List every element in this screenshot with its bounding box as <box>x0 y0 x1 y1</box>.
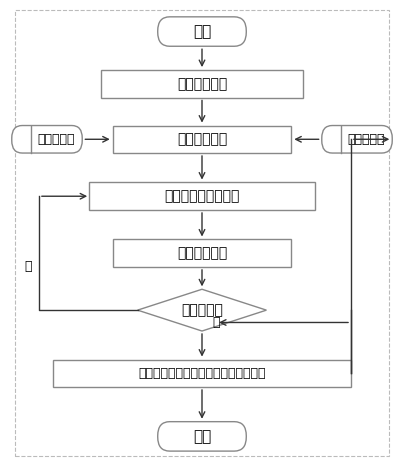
Text: 选择故障征兆: 选择故障征兆 <box>177 77 227 91</box>
FancyBboxPatch shape <box>114 126 290 153</box>
Text: 根据故障级别和描述给出维修更换建议: 根据故障级别和描述给出维修更换建议 <box>138 367 266 380</box>
FancyBboxPatch shape <box>101 70 303 98</box>
Text: 否: 否 <box>24 260 32 273</box>
FancyBboxPatch shape <box>158 422 246 451</box>
FancyBboxPatch shape <box>89 182 315 210</box>
FancyBboxPatch shape <box>53 359 351 387</box>
Text: 排故完成？: 排故完成？ <box>181 303 223 317</box>
FancyBboxPatch shape <box>322 126 392 153</box>
Polygon shape <box>138 289 266 331</box>
Text: 测试性模型: 测试性模型 <box>38 133 75 146</box>
Text: 计算下一步最优测试: 计算下一步最优测试 <box>164 189 240 203</box>
Text: 开始: 开始 <box>193 24 211 39</box>
FancyBboxPatch shape <box>12 126 82 153</box>
Text: 调用测试程序: 调用测试程序 <box>177 246 227 260</box>
Text: 结束: 结束 <box>193 429 211 444</box>
Text: 故障推理系统: 故障推理系统 <box>177 132 227 146</box>
FancyBboxPatch shape <box>158 17 246 46</box>
Text: 维护数据库: 维护数据库 <box>348 133 385 146</box>
FancyBboxPatch shape <box>114 239 290 267</box>
Text: 是: 是 <box>212 316 219 329</box>
